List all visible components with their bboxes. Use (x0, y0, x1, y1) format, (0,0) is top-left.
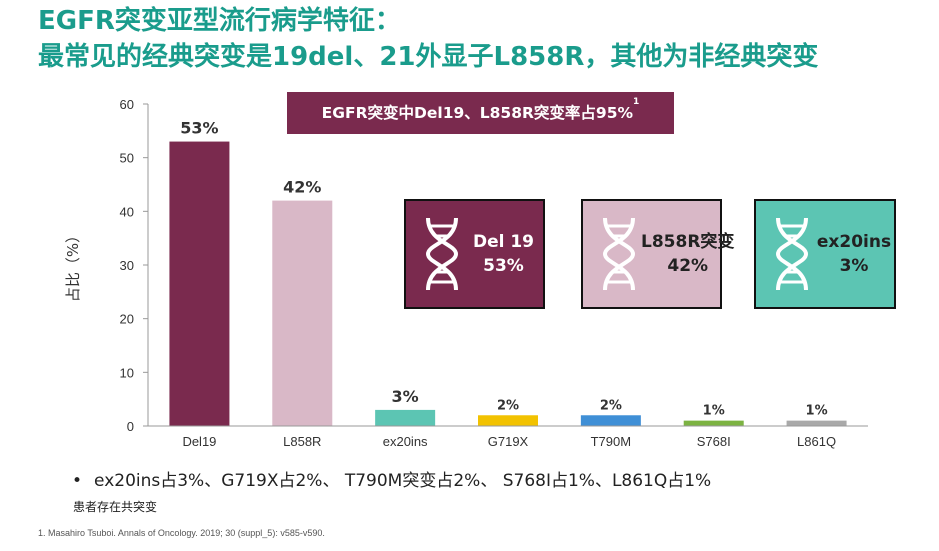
callout-banner: EGFR突变中Del19、L858R突变率占95%1 (287, 92, 674, 134)
data-label-s768i: 1% (703, 404, 725, 419)
data-label-l858r: 42% (283, 178, 321, 197)
data-labels-group: 53% 42% 3% 2% 2% 1% 1% (180, 119, 827, 419)
bar-l861q (786, 420, 847, 426)
y-tick-label: 60 (120, 97, 134, 112)
y-tick-label: 10 (120, 365, 134, 380)
bullet-dot: • (72, 471, 83, 491)
card-l858r: L858R突变 42% (581, 199, 734, 309)
card-del19-name: Del 19 (472, 232, 535, 252)
card-l858r-name: L858R突变 (641, 232, 735, 252)
x-tick-label-del19: Del19 (182, 434, 216, 449)
bar-ex20ins (375, 409, 436, 426)
y-tick-label: 20 (120, 312, 134, 327)
card-l858r-value: 42% (667, 256, 709, 276)
y-tick-label: 0 (127, 419, 134, 434)
page-title-line-2: 最常见的经典突变是19del、21外显子L858R，其他为非经典突变 (38, 42, 819, 72)
x-axis: Del19 L858R ex20ins G719X T790M S768I L861Q (148, 425, 868, 449)
co-mutation-note: 患者存在共突变 (73, 500, 158, 514)
data-label-l861q: 1% (806, 404, 828, 419)
bar-l858r (272, 200, 333, 426)
page-title-line-1: EGFR突变亚型流行病学特征： (38, 6, 401, 36)
dna-icon (425, 217, 459, 291)
bar-del19 (169, 141, 230, 427)
dna-icon (602, 217, 636, 291)
callout-superscript: 1 (633, 97, 640, 107)
x-tick-label-g719x: G719X (488, 434, 529, 449)
x-tick-label-s768i: S768I (697, 434, 731, 449)
card-del19-value: 53% (483, 256, 524, 276)
bars-group (169, 141, 847, 427)
y-axis-label: 占比（%） (64, 228, 82, 302)
x-tick-label-l858r: L858R (283, 434, 321, 449)
x-tick-label-t790m: T790M (591, 434, 631, 449)
y-axis: 0 10 20 30 40 50 60 (120, 97, 149, 434)
reference-footnote: 1. Masahiro Tsuboi. Annals of Oncology. … (38, 528, 325, 538)
data-label-ex20ins: 3% (392, 387, 419, 406)
card-ex20ins-value: 3% (839, 256, 869, 276)
card-ex20ins-name: ex20ins (816, 232, 892, 252)
callout-text: EGFR突变中Del19、L858R突变率占95% (321, 104, 634, 122)
x-tick-label-l861q: L861Q (797, 434, 836, 449)
bullet-summary: • ex20ins占3%、G719X占2%、 T790M突变占2%、 S768I占… (72, 466, 711, 491)
dna-icon (775, 217, 809, 291)
bar-t790m (580, 415, 641, 426)
y-tick-label: 50 (120, 151, 134, 166)
bar-g719x (478, 415, 538, 426)
card-ex20ins: ex20ins 3% (754, 199, 896, 309)
data-label-t790m: 2% (600, 398, 622, 413)
bar-s768i (683, 420, 744, 426)
y-tick-label: 30 (120, 258, 134, 273)
y-tick-label: 40 (120, 204, 134, 219)
data-label-g719x: 2% (497, 398, 519, 413)
x-tick-label-ex20ins: ex20ins (383, 434, 428, 449)
card-del19: Del 19 53% (404, 199, 545, 309)
bullet-text: ex20ins占3%、G719X占2%、 T790M突变占2%、 S768I占1… (94, 471, 712, 491)
data-label-del19: 53% (180, 119, 218, 138)
